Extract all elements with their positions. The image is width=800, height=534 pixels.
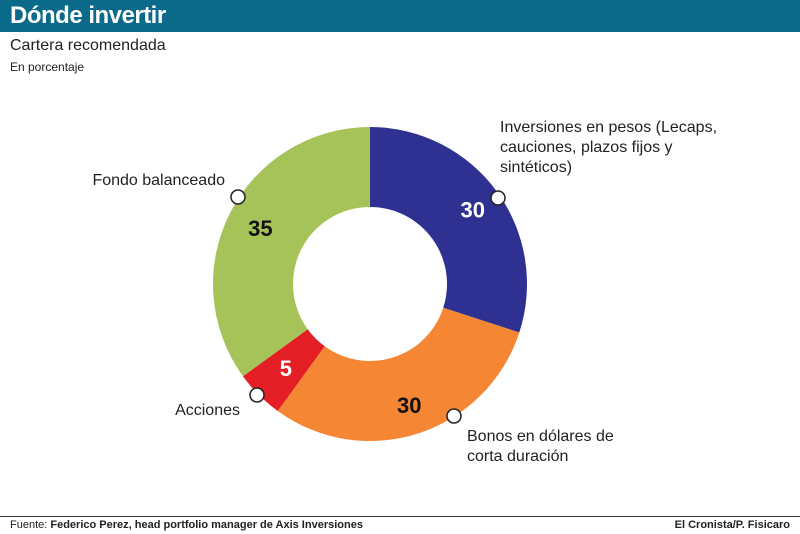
header-bar: Dónde invertir	[0, 0, 800, 32]
callout-dot-acciones	[249, 387, 265, 403]
value-label-bonos-en-dolares: 30	[397, 393, 421, 418]
page-title: Dónde invertir	[10, 2, 166, 29]
category-label-fondo-balanceado: Fondo balanceado	[92, 172, 225, 189]
slice-fondo-balanceado	[213, 127, 370, 377]
source-note: Fuente: Federico Perez, head portfolio m…	[10, 519, 363, 531]
chart-subtitle: En porcentaje	[10, 60, 85, 74]
value-label-inversiones-en-pesos: 30	[461, 197, 485, 222]
credit: El Cronista/P. Fisicaro	[674, 519, 790, 531]
source-prefix: Fuente:	[10, 519, 48, 531]
value-label-fondo-balanceado: 35	[248, 216, 272, 241]
slice-inversiones-en-pesos	[370, 127, 528, 333]
callout-dot-bonos-en-dolares	[446, 408, 462, 424]
source-name: Federico Perez, head portfolio manager d…	[50, 519, 363, 531]
category-label-acciones: Acciones	[175, 402, 240, 419]
slice-bonos-en-dolares	[277, 307, 520, 441]
slice-acciones	[242, 329, 325, 412]
category-label-inversiones-en-pesos: Inversiones en pesos (Lecaps, cauciones, …	[500, 119, 717, 176]
callout-dot-fondo-balanceado	[230, 189, 246, 205]
footer-divider	[0, 516, 800, 517]
callout-dot-inversiones-en-pesos	[490, 190, 506, 206]
chart-title: Cartera recomendada	[10, 37, 166, 54]
value-label-acciones: 5	[280, 356, 292, 381]
category-label-bonos-en-dolares: Bonos en dólares de corta duración	[467, 428, 614, 465]
